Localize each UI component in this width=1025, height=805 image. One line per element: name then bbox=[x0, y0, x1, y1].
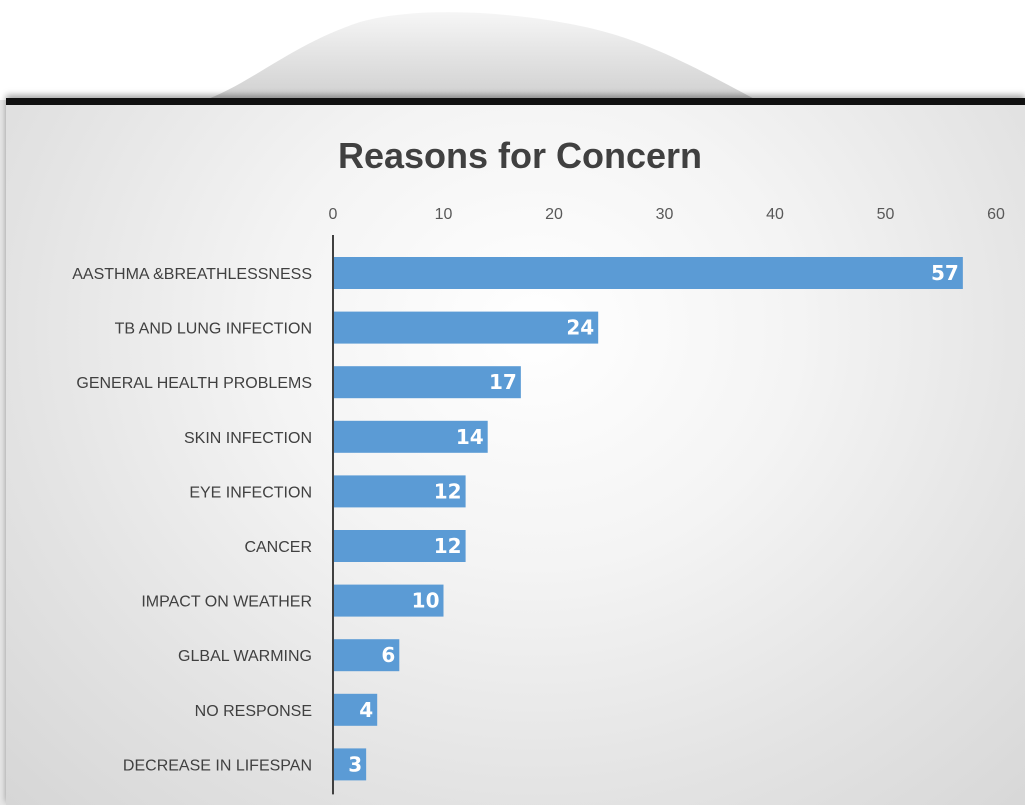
data-label: 57 bbox=[931, 261, 959, 285]
x-tick-label: 20 bbox=[545, 206, 563, 223]
data-label: 4 bbox=[359, 698, 373, 722]
data-label: 12 bbox=[434, 479, 462, 503]
bar bbox=[333, 311, 599, 344]
category-label: IMPACT ON WEATHER bbox=[141, 594, 312, 611]
x-tick-label: 0 bbox=[329, 206, 338, 223]
bar bbox=[333, 366, 521, 399]
category-label: DECREASE IN LIFESPAN bbox=[123, 757, 312, 774]
x-tick-label: 50 bbox=[877, 206, 895, 223]
category-label: SKIN INFECTION bbox=[184, 430, 312, 447]
data-label: 17 bbox=[489, 370, 517, 394]
category-labels: AASTHMA &BREATHLESSNESS TB AND LUNG INFEC… bbox=[72, 266, 312, 774]
bar bbox=[333, 693, 378, 726]
data-label: 3 bbox=[348, 752, 362, 776]
x-axis-ticks: 0 10 20 30 40 50 60 bbox=[329, 206, 1005, 223]
category-label: TB AND LUNG INFECTION bbox=[115, 321, 312, 338]
data-label: 14 bbox=[456, 425, 484, 449]
category-label: CANCER bbox=[244, 539, 312, 556]
x-tick-label: 60 bbox=[987, 206, 1005, 223]
category-label: EYE INFECTION bbox=[189, 484, 312, 501]
category-label: GLBAL WARMING bbox=[178, 648, 312, 665]
bar bbox=[333, 639, 400, 672]
category-label: AASTHMA &BREATHLESSNESS bbox=[72, 266, 312, 283]
chart-panel bbox=[6, 98, 1025, 805]
data-label: 24 bbox=[566, 316, 594, 340]
x-tick-label: 10 bbox=[435, 206, 453, 223]
bar bbox=[333, 257, 963, 289]
data-label: 10 bbox=[412, 589, 440, 613]
bar bbox=[333, 420, 488, 453]
bar bbox=[333, 475, 466, 508]
data-labels: 57 24 17 14 12 12 10 6 4 3 bbox=[348, 261, 959, 776]
bars-group bbox=[333, 257, 963, 781]
bar bbox=[333, 530, 466, 562]
category-label: GENERAL HEALTH PROBLEMS bbox=[76, 375, 312, 392]
category-label: NO RESPONSE bbox=[195, 703, 312, 720]
x-tick-label: 40 bbox=[766, 206, 784, 223]
x-tick-label: 30 bbox=[656, 206, 674, 223]
data-label: 12 bbox=[434, 534, 462, 558]
bar bbox=[333, 584, 444, 617]
chart-title: Reasons for Concern bbox=[338, 135, 702, 176]
data-label: 6 bbox=[381, 643, 395, 667]
bar bbox=[333, 748, 367, 781]
